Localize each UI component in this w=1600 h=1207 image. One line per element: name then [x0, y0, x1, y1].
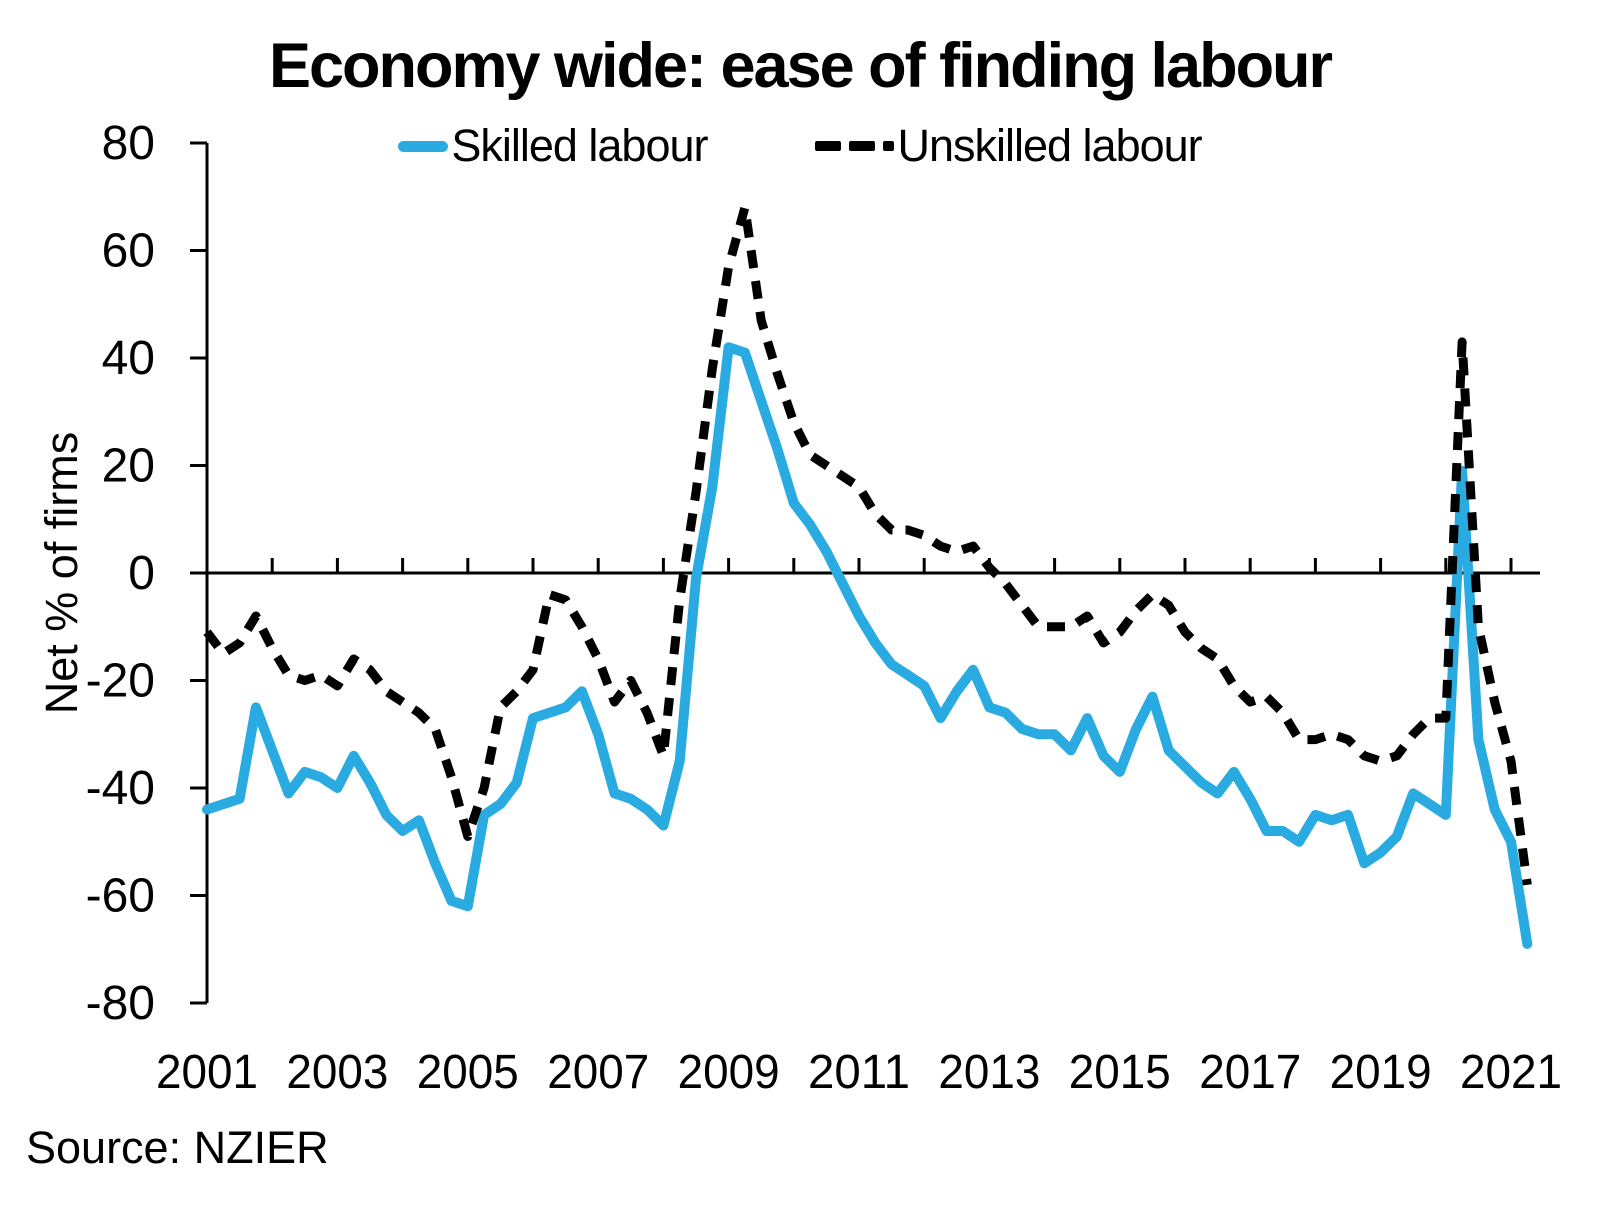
x-axis-tick-label: 2007: [547, 1046, 649, 1099]
legend: Skilled labour Unskilled labour: [0, 120, 1600, 172]
y-axis-tick-label: 40: [102, 332, 155, 385]
legend-label-skilled: Skilled labour: [451, 120, 708, 171]
series-line-unskilled-labour: [203, 203, 1532, 886]
x-axis-tick-label: 2011: [808, 1046, 910, 1099]
x-axis-tick-label: 2001: [156, 1046, 258, 1099]
y-axis-tick-label: 20: [102, 440, 155, 493]
y-axis-tick-label: 60: [102, 225, 155, 278]
legend-label-unskilled: Unskilled labour: [897, 120, 1202, 171]
x-axis-tick-label: 2005: [417, 1046, 519, 1099]
unskilled-dashed-swatch-icon: [815, 141, 895, 151]
series-line-skilled-labour: [202, 342, 1533, 949]
skilled-line-swatch-icon: [398, 140, 449, 152]
x-axis-tick-label: 2015: [1069, 1046, 1171, 1099]
x-axis-tick-label: 2009: [678, 1046, 780, 1099]
y-axis-tick-label: -60: [86, 870, 155, 923]
x-axis-tick-label: 2021: [1460, 1046, 1562, 1099]
source-note: Source: NZIER: [26, 1122, 329, 1173]
legend-item-skilled: Skilled labour: [398, 120, 708, 172]
legend-item-unskilled: Unskilled labour: [815, 120, 1203, 172]
chart-title: Economy wide: ease of finding labour: [268, 31, 1333, 101]
y-axis-tick-label: 0: [128, 547, 155, 600]
y-axis-tick-label: -80: [86, 977, 155, 1030]
y-axis-tick-label: 80: [102, 117, 155, 170]
y-axis-tick-label: -20: [86, 655, 155, 708]
x-axis-tick-label: 2019: [1330, 1046, 1432, 1099]
x-axis-tick-label: 2017: [1199, 1046, 1301, 1099]
x-axis-tick-label: 2013: [938, 1046, 1040, 1099]
x-axis-tick-label: 2003: [286, 1046, 388, 1099]
y-axis-tick-label: -40: [86, 762, 155, 815]
